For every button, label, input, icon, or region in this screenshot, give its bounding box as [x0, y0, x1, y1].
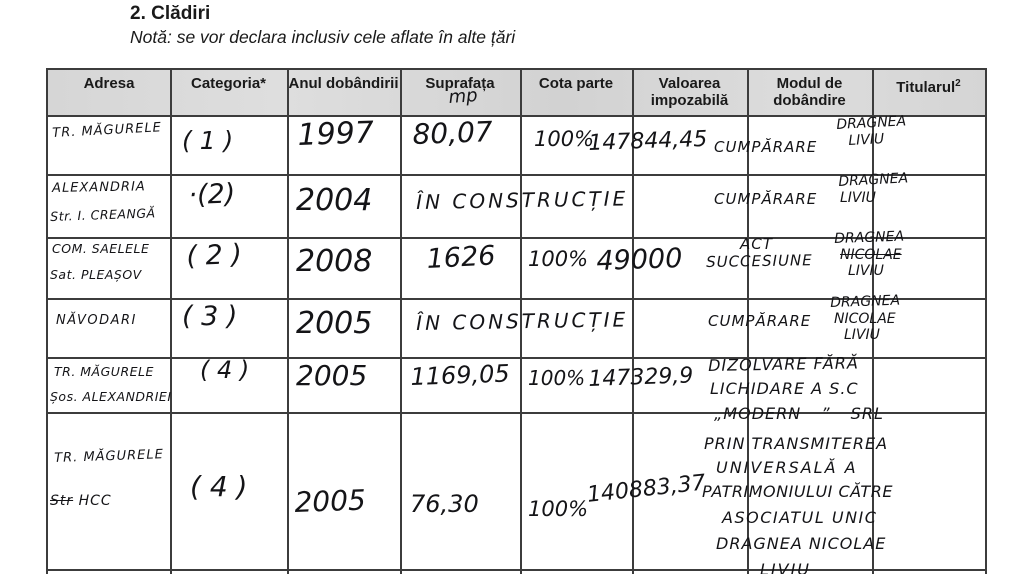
table-vline [632, 70, 634, 574]
row3-adresa-line2: Sat. PLEAȘOV [50, 267, 142, 282]
row6-adresa-struck-word: Str [50, 493, 74, 509]
row1-categoria: ( 1 ) [182, 126, 234, 155]
col-header-suprafata: Suprafața [425, 75, 495, 92]
col-header-titular-superscript: 2 [955, 78, 961, 89]
table-vline [400, 70, 402, 574]
header-background [48, 70, 985, 115]
row2-suprafata-span: ÎN CONSTRUCȚIE [415, 186, 629, 214]
row6-modul-line3: PATRIMONIULUI CĂTRE [702, 482, 893, 501]
row5-valoarea: 147329,9 [587, 363, 694, 392]
col-header-valoarea: Valoarea impozabilă [650, 75, 729, 109]
row5-anul: 2005 [296, 359, 368, 392]
row6-modul-line5: DRAGNEA NICOLAE [716, 534, 887, 553]
suprafata-unit-handwriting: mp [447, 84, 479, 108]
row4-titular-line2: NICOLAE [834, 311, 896, 327]
row5-adresa-line1: TR. MĂGURELE [54, 364, 154, 379]
row3-adresa-line1: COM. SAELELE [52, 241, 150, 256]
row5-modul-line2: LICHIDARE A S.C [710, 379, 859, 398]
col-header-titular-label: Titularul [896, 79, 956, 96]
row6-modul-line6: LIVIU [760, 560, 812, 574]
row6-cota: 100% [528, 497, 589, 521]
row4-anul: 2005 [296, 306, 373, 341]
table-hline [48, 237, 985, 239]
row5-suprafata: 1169,05 [409, 359, 511, 391]
row6-adresa-line1: TR. MĂGURELE [53, 447, 165, 466]
table-vline [747, 70, 749, 574]
row6-modul-line1: PRIN TRANSMITEREA [704, 434, 889, 453]
row1-titular-line1: DRAGNEA [835, 113, 907, 133]
col-header-cota: Cota parte [538, 75, 614, 92]
row6-modul-line2: UNIVERSALĂ A [716, 458, 858, 477]
row6-valoarea: 140883,37 [585, 470, 707, 508]
table-vline [872, 70, 874, 574]
row5-modul-line1: DIZOLVARE FĂRĂ [707, 353, 860, 375]
col-header-anul: Anul dobândirii [288, 75, 399, 92]
row1-titular-line2: LIVIU [847, 131, 885, 149]
row3-titular-line3: LIVIU [848, 263, 884, 279]
row2-modul: CUMPĂRARE [714, 190, 818, 208]
row4-suprafata-span: ÎN CONSTRUCȚIE [415, 307, 629, 335]
row6-modul-line4: ASOCIATUL UNIC [722, 508, 878, 527]
row4-categoria: ( 3 ) [182, 301, 238, 332]
row5-categoria: ( 4 ) [200, 356, 250, 384]
row2-anul: 2004 [296, 183, 373, 218]
table-vline [170, 70, 172, 574]
row3-anul: 2008 [296, 244, 373, 279]
table-vline [520, 70, 522, 574]
row1-adresa: TR. MĂGURELE [51, 120, 163, 141]
row1-suprafata: 80,07 [411, 115, 494, 151]
row3-modul-line2: SUCCESIUNE [705, 251, 813, 271]
row2-adresa-line1: ALEXANDRIA [51, 179, 146, 196]
row2-categoria: ·(2) [187, 178, 236, 211]
row1-anul: 1997 [296, 115, 375, 153]
col-header-titular: Titularul2 [872, 70, 985, 115]
row3-modul-line1: ACT [740, 235, 773, 253]
row6-anul: 2005 [293, 483, 367, 519]
section-note: Notă: se vor declara inclusiv cele aflat… [130, 27, 516, 47]
row2-adresa-line2: Str. I. CREANGĂ [49, 205, 156, 224]
row6-suprafata: 76,30 [410, 490, 479, 518]
row3-titular-line2: NICOLAE [840, 247, 902, 263]
col-header-categoria: Categoria* [190, 75, 267, 92]
col-header-modul: Modul de dobândire [773, 75, 846, 109]
section-title: 2. Clădiri [130, 3, 211, 24]
row2-titular-line2: LIVIU [840, 190, 876, 206]
table-hline [48, 412, 985, 414]
row6-categoria: ( 4 ) [190, 470, 248, 503]
row3-valoarea: 49000 [595, 243, 683, 277]
table-hline [48, 298, 985, 300]
row3-suprafata: 1626 [425, 240, 497, 275]
row2-titular-line1: DRAGNEA [837, 170, 909, 190]
row1-cota: 100% [534, 127, 595, 151]
row4-adresa: NĂVODARI [56, 313, 137, 328]
row1-modul: CUMPĂRARE [714, 138, 818, 156]
table-hline [48, 115, 985, 117]
row4-titular-line1: DRAGNEA [829, 292, 901, 311]
table-hline [48, 569, 985, 571]
col-header-adresa: Adresa [83, 75, 135, 92]
table-vline [287, 70, 289, 574]
table-hline [48, 357, 985, 359]
row3-cota: 100% [528, 247, 589, 271]
row4-titular-line3: LIVIU [844, 327, 880, 343]
row1-valoarea: 147844,45 [587, 126, 708, 156]
table-hline [48, 174, 985, 176]
row5-adresa-line2: Șos. ALEXANDRIEI [50, 389, 172, 404]
row6-adresa-line2: Str HCC [50, 494, 112, 509]
buildings-table: Adresa Categoria* Anul dobândirii Supraf… [46, 68, 987, 574]
row5-modul-line3: „MODERN ” SRL [714, 404, 884, 423]
row3-titular-line1: DRAGNEA [833, 228, 905, 247]
row4-modul: CUMPĂRARE [708, 312, 812, 330]
row6-adresa-word: HCC [78, 493, 112, 509]
row5-cota: 100% [528, 366, 586, 390]
row3-categoria: ( 2 ) [185, 239, 243, 272]
